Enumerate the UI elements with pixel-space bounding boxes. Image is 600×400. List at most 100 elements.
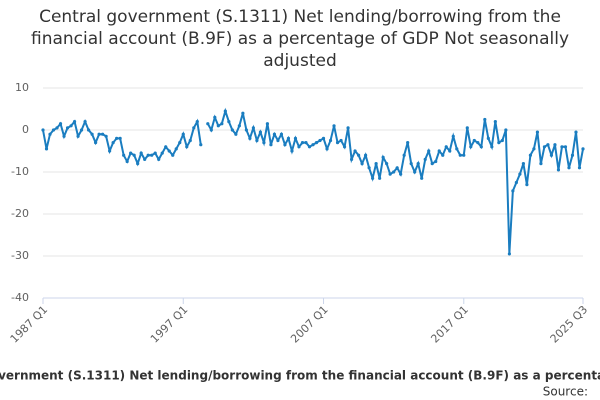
data-point (171, 153, 175, 157)
data-point (293, 136, 298, 140)
data-point (72, 120, 77, 124)
data-point (413, 170, 417, 174)
data-point (83, 120, 87, 124)
data-point (395, 166, 399, 170)
data-point (423, 157, 427, 161)
data-point (472, 138, 476, 143)
data-point (223, 109, 227, 113)
data-point (237, 124, 241, 128)
data-point (486, 136, 490, 140)
y-tick-label: -40 (11, 291, 29, 304)
data-point (216, 124, 220, 128)
data-point (577, 166, 582, 170)
data-point (409, 162, 413, 166)
data-point (213, 115, 217, 119)
data-point (111, 141, 115, 145)
data-point (570, 153, 575, 157)
data-point (525, 183, 529, 187)
data-point (356, 153, 361, 157)
data-point (188, 138, 192, 143)
data-point (146, 153, 150, 157)
data-point (174, 147, 178, 151)
y-tick-label: -30 (11, 249, 29, 262)
data-point (220, 122, 224, 126)
data-point (441, 153, 445, 157)
data-point (314, 141, 319, 145)
x-tick-label: 1997 Q1 (148, 303, 191, 346)
data-point (560, 145, 564, 149)
data-point (546, 143, 550, 147)
data-point (269, 143, 273, 147)
legend-label: Central government (S.1311) Net lending/… (0, 369, 600, 383)
data-point (276, 138, 280, 143)
data-point (79, 128, 84, 132)
data-point (318, 138, 322, 143)
data-point (321, 136, 326, 140)
data-point (483, 117, 487, 122)
data-point (518, 172, 522, 176)
data-point (290, 149, 294, 153)
data-point (339, 138, 343, 143)
data-point (325, 147, 329, 151)
data-point (490, 145, 494, 149)
data-point (542, 145, 547, 149)
data-point (360, 162, 364, 166)
data-point (160, 151, 164, 155)
data-point (458, 153, 462, 157)
data-point (420, 176, 424, 180)
data-point (553, 143, 557, 147)
data-point (86, 128, 91, 132)
data-point (150, 153, 154, 157)
data-point (328, 138, 333, 143)
data-point (437, 149, 441, 153)
data-point (76, 134, 80, 138)
data-point (392, 170, 396, 174)
data-point (434, 159, 438, 164)
data-point (353, 149, 357, 153)
data-point (504, 128, 508, 132)
data-point (385, 162, 389, 166)
data-point (115, 136, 119, 140)
data-point (507, 252, 511, 256)
data-point (371, 176, 375, 180)
data-point (455, 147, 459, 151)
data-point (101, 132, 105, 136)
data-point (262, 141, 266, 145)
data-point (335, 141, 340, 145)
data-point (514, 180, 518, 185)
chart-title: Central government (S.1311) Net lending/… (30, 7, 569, 71)
data-point (297, 145, 301, 149)
data-point (451, 134, 455, 138)
data-point (493, 120, 497, 124)
data-point (465, 126, 469, 130)
data-point (279, 132, 284, 136)
data-point (448, 149, 452, 153)
data-point (206, 122, 210, 126)
data-point (469, 145, 473, 149)
data-point (427, 149, 431, 153)
data-point (363, 153, 368, 157)
data-point (44, 147, 49, 151)
data-point (581, 147, 585, 151)
data-point (430, 162, 434, 166)
data-point (139, 151, 143, 155)
y-tick-label: 0 (22, 123, 29, 136)
data-point (511, 189, 515, 193)
data-point (311, 143, 315, 147)
data-point (167, 149, 171, 153)
data-point (255, 138, 259, 143)
data-point (381, 155, 385, 159)
data-point (528, 153, 533, 157)
data-point (304, 141, 308, 145)
data-point (406, 141, 410, 145)
data-point (272, 132, 277, 136)
data-point (195, 120, 199, 124)
data-point (500, 138, 504, 143)
data-point (132, 153, 136, 157)
data-point (265, 122, 270, 126)
data-point (374, 162, 378, 166)
data-point (346, 126, 350, 130)
data-point (41, 128, 45, 132)
